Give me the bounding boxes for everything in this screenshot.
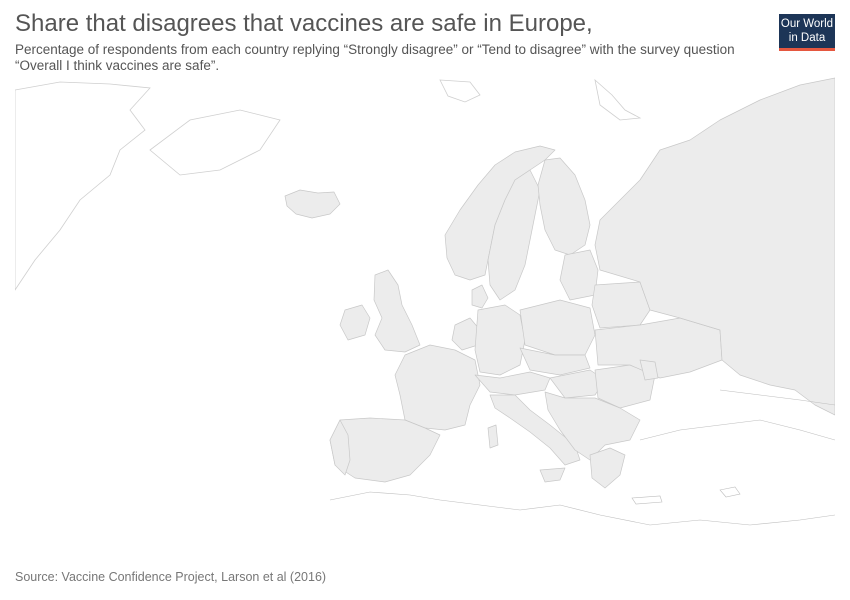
- portugal: [329, 419, 351, 476]
- denmark: [471, 284, 489, 309]
- cyprus-outline: [719, 486, 741, 498]
- sicily: [539, 467, 566, 483]
- czechia-slovakia: [519, 347, 591, 376]
- sardinia: [487, 424, 499, 449]
- ireland: [339, 304, 371, 341]
- novaya-zemlya-outline: [594, 78, 642, 121]
- chart-title: Share that disagrees that vaccines are s…: [15, 10, 593, 37]
- greenland-outline: [15, 81, 151, 291]
- balkans: [544, 391, 641, 461]
- svalbard-outline: [439, 79, 481, 103]
- logo-line-1: Our World: [780, 18, 834, 30]
- crete-outline: [631, 495, 663, 505]
- owid-logo[interactable]: Our World in Data: [779, 14, 835, 51]
- italy: [489, 394, 581, 466]
- moldova: [639, 359, 659, 381]
- iceland: [284, 189, 341, 219]
- ukraine: [594, 317, 723, 379]
- united-kingdom: [373, 269, 421, 353]
- north-africa-outline: [329, 491, 835, 526]
- logo-line-2: in Data: [788, 32, 826, 44]
- europe-map: [15, 77, 835, 526]
- switzerland-austria: [474, 371, 551, 396]
- poland: [519, 299, 596, 356]
- greece: [589, 447, 626, 489]
- baltics: [559, 249, 599, 301]
- finland: [537, 157, 591, 256]
- belarus: [591, 281, 651, 329]
- caucasus-outline: [719, 389, 835, 406]
- chart-subtitle: Percentage of respondents from each coun…: [15, 42, 735, 73]
- arctic-island-outline: [149, 109, 281, 176]
- source-note: Source: Vaccine Confidence Project, Lars…: [15, 570, 327, 584]
- sweden: [487, 169, 541, 301]
- turkey-outline: [639, 419, 835, 441]
- france: [394, 344, 481, 431]
- russia: [594, 77, 835, 416]
- germany: [474, 304, 526, 376]
